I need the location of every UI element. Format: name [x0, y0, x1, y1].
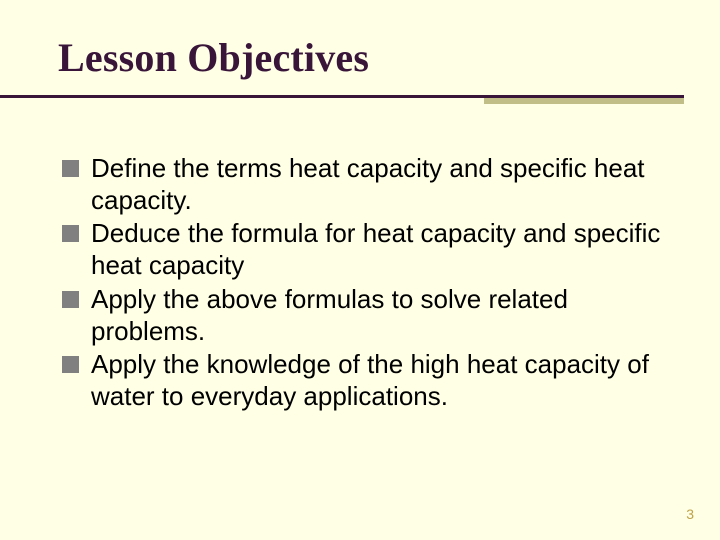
list-item: Apply the above formulas to solve relate…: [62, 284, 662, 347]
slide: Lesson Objectives Define the terms heat …: [0, 0, 720, 540]
bullet-text: Deduce the formula for heat capacity and…: [91, 218, 662, 281]
square-bullet-icon: [62, 225, 79, 242]
bullet-text: Apply the knowledge of the high heat cap…: [91, 349, 662, 412]
rule-accent: [484, 98, 684, 104]
square-bullet-icon: [62, 291, 79, 308]
square-bullet-icon: [62, 356, 79, 373]
list-item: Apply the knowledge of the high heat cap…: [62, 349, 662, 412]
bullet-text: Define the terms heat capacity and speci…: [91, 153, 662, 216]
title-rule: [58, 95, 672, 103]
list-item: Define the terms heat capacity and speci…: [62, 153, 662, 216]
bullet-text: Apply the above formulas to solve relate…: [91, 284, 662, 347]
square-bullet-icon: [62, 160, 79, 177]
slide-title: Lesson Objectives: [58, 34, 672, 81]
list-item: Deduce the formula for heat capacity and…: [62, 218, 662, 281]
bullet-list: Define the terms heat capacity and speci…: [58, 153, 672, 413]
page-number: 3: [686, 506, 694, 522]
